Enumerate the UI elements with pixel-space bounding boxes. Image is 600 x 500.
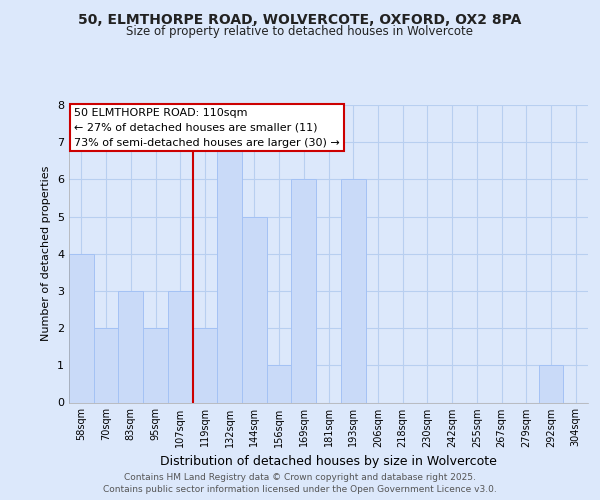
Bar — [168, 291, 193, 403]
Bar — [143, 328, 168, 402]
Bar — [341, 180, 365, 402]
Bar — [217, 142, 242, 403]
Text: Contains public sector information licensed under the Open Government Licence v3: Contains public sector information licen… — [103, 485, 497, 494]
Bar — [242, 216, 267, 402]
Text: Contains HM Land Registry data © Crown copyright and database right 2025.: Contains HM Land Registry data © Crown c… — [124, 472, 476, 482]
X-axis label: Distribution of detached houses by size in Wolvercote: Distribution of detached houses by size … — [160, 455, 497, 468]
Bar — [292, 180, 316, 402]
Y-axis label: Number of detached properties: Number of detached properties — [41, 166, 52, 342]
Bar — [539, 366, 563, 403]
Bar — [94, 328, 118, 402]
Text: Size of property relative to detached houses in Wolvercote: Size of property relative to detached ho… — [127, 25, 473, 38]
Text: 50, ELMTHORPE ROAD, WOLVERCOTE, OXFORD, OX2 8PA: 50, ELMTHORPE ROAD, WOLVERCOTE, OXFORD, … — [79, 12, 521, 26]
Bar — [69, 254, 94, 402]
Bar — [118, 291, 143, 403]
Bar — [193, 328, 217, 402]
Text: 50 ELMTHORPE ROAD: 110sqm
← 27% of detached houses are smaller (11)
73% of semi-: 50 ELMTHORPE ROAD: 110sqm ← 27% of detac… — [74, 108, 340, 148]
Bar — [267, 366, 292, 403]
